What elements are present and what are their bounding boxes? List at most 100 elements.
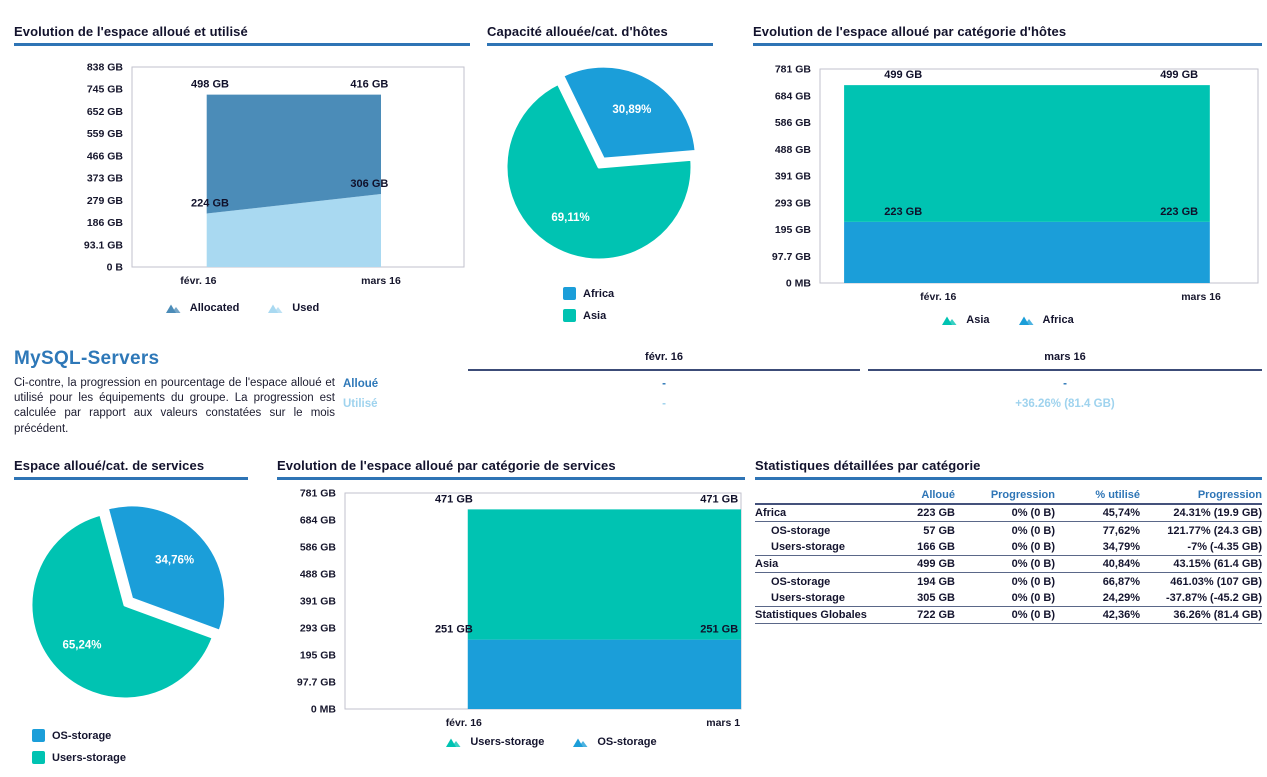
stats-cell: 43.15% (61.4 GB)	[1173, 558, 1262, 570]
section-mysql-servers: MySQL-Servers Ci-contre, la progression …	[0, 348, 1267, 452]
area-legend-icon	[942, 316, 957, 325]
y-tick-label: 391 GB	[775, 171, 812, 183]
area-chart-services: 781 GB 684 GB 586 GB 488 GB 391 GB 293 GB 195 …	[297, 488, 742, 727]
area-legend-icon	[573, 738, 588, 747]
legend-item-asia: Asia	[563, 309, 713, 322]
pie-percent-label: 34,76%	[155, 555, 194, 567]
y-tick-label: 93.1 GB	[84, 239, 124, 251]
legend-label: Africa	[1042, 314, 1074, 326]
stats-cell: 0% (0 B)	[1011, 507, 1055, 519]
y-tick-label: 781 GB	[300, 488, 337, 500]
stats-cell: 0% (0 B)	[1011, 575, 1055, 588]
area-chart-allocated-used: 838 GB 745 GB 652 GB 559 GB 466 GB 373 GB 279 …	[84, 62, 465, 287]
legend-item-users-storage: Users-storage	[32, 751, 248, 764]
pie-percent-label: 65,24%	[62, 639, 101, 651]
legend-label: Asia	[966, 314, 990, 326]
y-tick-label: 293 GB	[300, 623, 337, 635]
legend-swatch	[32, 751, 45, 764]
comparison-value: +36.26% (81.4 GB)	[1015, 398, 1115, 410]
chart-title-capacity-hosts: Capacité allouée/cat. d'hôtes	[487, 24, 713, 46]
pie-chart-services: 34,76% 65,24%	[29, 503, 228, 701]
stats-cell: 0% (0 B)	[1011, 558, 1055, 570]
area-chart-hosts: 781 GB 684 GB 586 GB 488 GB 391 GB 293 GB 195 …	[772, 64, 1259, 303]
panel-evolution-hosts: Evolution de l'espace alloué par catégor…	[753, 24, 1262, 326]
stats-row-africa: Africa 223 GB 0% (0 B) 45,74% 24.31% (19.9 G…	[755, 505, 1262, 522]
legend-evolution-hosts: Asia Africa	[753, 314, 1262, 326]
value-label: 251 GB	[435, 624, 473, 636]
legend-label: Allocated	[189, 302, 240, 314]
y-tick-label: 684 GB	[775, 90, 812, 102]
y-tick-label: 293 GB	[775, 197, 812, 209]
stats-header-cell: Progression	[1197, 489, 1262, 501]
value-label: 471 GB	[435, 493, 473, 505]
value-label: 498 GB	[191, 79, 229, 91]
chart-title-allocated-used: Evolution de l'espace alloué et utilisé	[14, 24, 470, 46]
comparison-row-label-allou-: Alloué	[343, 378, 379, 390]
stats-row-label: Users-storage	[771, 541, 845, 553]
y-tick-label: 97.7 GB	[772, 251, 812, 263]
pie-slice-Africa	[561, 64, 698, 161]
y-tick-label: 373 GB	[87, 173, 124, 185]
value-label: 499 GB	[884, 69, 922, 81]
legend-evolution-services: Users-storage OS-storage	[277, 736, 745, 748]
y-tick-label: 781 GB	[775, 64, 812, 76]
y-tick-label: 195 GB	[775, 224, 812, 236]
stats-cell: 121.77% (24.3 GB)	[1167, 524, 1262, 537]
stats-cell: 461.03% (107 GB)	[1170, 575, 1262, 588]
stats-cell: 0% (0 B)	[1011, 592, 1055, 604]
y-tick-label: 195 GB	[300, 650, 337, 662]
stats-cell: 194 GB	[917, 575, 955, 588]
stats-row-label: OS-storage	[771, 524, 831, 537]
y-tick-label: 652 GB	[87, 106, 124, 118]
y-tick-label: 488 GB	[775, 144, 812, 156]
stats-cell: 77,62%	[1102, 524, 1140, 537]
legend-allocated-used: Allocated Used	[14, 302, 470, 314]
stats-cell: 24.31% (19.9 GB)	[1173, 507, 1262, 519]
comparison-value: -	[662, 398, 666, 410]
legend-label: OS-storage	[597, 736, 657, 748]
panel-capacity-hosts: Capacité allouée/cat. d'hôtes 30,89% 69,1…	[487, 24, 713, 322]
comparison-row-label-utilis-: Utilisé	[343, 398, 378, 410]
y-tick-label: 279 GB	[87, 195, 124, 207]
stats-row-label: Statistiques Globales	[755, 609, 867, 621]
pie-percent-label: 69,11%	[551, 212, 589, 224]
x-tick-label: mars 1	[706, 717, 740, 727]
legend-hosts: Africa Asia	[563, 287, 713, 322]
y-tick-label: 838 GB	[87, 62, 124, 74]
legend-services: OS-storage Users-storage	[32, 729, 248, 764]
y-tick-label: 0 B	[107, 262, 124, 274]
value-label: 471 GB	[700, 493, 738, 505]
legend-label: Users-storage	[470, 736, 545, 748]
legend-label: Africa	[583, 287, 615, 300]
stats-cell: -37.87% (-45.2 GB)	[1166, 592, 1262, 604]
stats-cell: 166 GB	[917, 541, 955, 553]
panel-space-allocated-used: Evolution de l'espace alloué et utilisé …	[14, 24, 470, 314]
legend-swatch	[563, 287, 576, 300]
comparison-value: -	[662, 378, 666, 390]
legend-label: Asia	[583, 309, 607, 322]
legend-swatch	[563, 309, 576, 322]
y-tick-label: 186 GB	[87, 217, 124, 229]
panel-detailed-stats: Statistiques détaillées par catégorie Al…	[755, 458, 1262, 624]
area-legend-icon	[165, 304, 181, 313]
stats-cell: 45,74%	[1102, 507, 1140, 519]
value-label: 499 GB	[1160, 69, 1198, 81]
stats-header-cell: Progression	[990, 489, 1055, 501]
comparison-column-header: févr. 16	[645, 351, 683, 363]
stats-row-label: Users-storage	[771, 592, 845, 604]
y-tick-label: 684 GB	[300, 515, 337, 527]
y-tick-label: 466 GB	[87, 150, 124, 162]
stats-header-cell: Alloué	[921, 489, 955, 501]
pie-slice-Users-storage	[29, 512, 215, 701]
pie-chart-hosts: 30,89% 69,11%	[504, 64, 698, 262]
area-series-Africa	[844, 221, 1210, 283]
group-description: Ci-contre, la progression en pourcentage…	[14, 377, 335, 435]
stats-row-asia: Asia 499 GB 0% (0 B) 40,84% 43.15% (61.4 GB)	[755, 556, 1262, 573]
stats-cell: 0% (0 B)	[1011, 609, 1055, 621]
legend-item-africa: Africa	[1018, 314, 1074, 326]
legend-item-allocated: Allocated	[165, 302, 240, 314]
legend-item-users-storage: Users-storage	[445, 736, 544, 748]
legend-label: Used	[292, 302, 320, 314]
legend-item-africa: Africa	[563, 287, 713, 300]
stats-cell: 40,84%	[1102, 558, 1140, 570]
